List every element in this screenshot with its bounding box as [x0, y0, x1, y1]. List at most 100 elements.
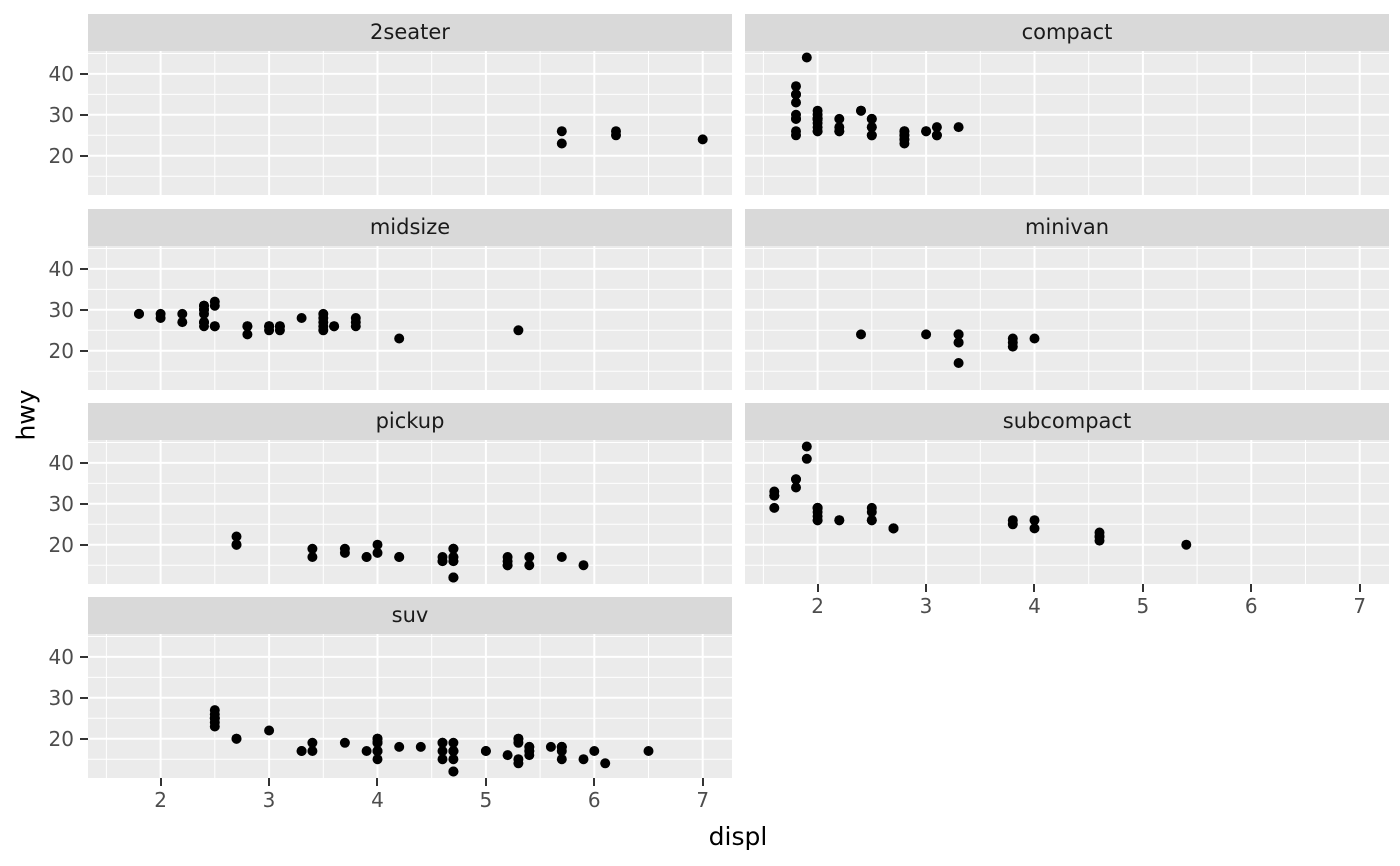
x-axis-tick [1250, 584, 1253, 592]
data-point [437, 754, 448, 765]
data-point [448, 766, 459, 777]
data-point [953, 358, 964, 368]
data-point [953, 122, 964, 133]
y-tick-label: 20 [48, 143, 74, 168]
data-point [1029, 333, 1040, 344]
facet-strip-label: 2seater [370, 20, 450, 44]
panel-background [88, 634, 732, 778]
y-axis-tick [80, 113, 88, 116]
data-point [231, 539, 242, 550]
y-axis-tick [80, 308, 88, 311]
data-point [307, 737, 318, 748]
facet-strip-label: minivan [1024, 215, 1110, 239]
facet-midsize: midsize [88, 209, 732, 390]
data-point [556, 754, 567, 765]
data-point [866, 515, 877, 526]
facet-strip: minivan [745, 209, 1389, 246]
y-tick-label: 30 [48, 685, 74, 710]
y-axis-tick [80, 267, 88, 270]
data-point [318, 325, 329, 336]
facet-strip: subcompact [745, 403, 1389, 440]
data-point [921, 126, 932, 137]
data-point [242, 321, 253, 332]
data-point [834, 122, 845, 133]
y-tick-label: 40 [48, 256, 74, 281]
x-axis-tick [925, 584, 928, 592]
data-point [600, 758, 611, 769]
data-point [769, 490, 780, 501]
facet-subcompact: subcompact [745, 403, 1389, 584]
data-point [1181, 539, 1192, 550]
x-tick-label: 7 [1353, 594, 1367, 618]
data-point [545, 741, 556, 752]
data-point [513, 758, 524, 769]
x-axis-tick [816, 584, 819, 592]
x-axis-tick [593, 778, 596, 786]
data-point [1007, 519, 1018, 530]
facet-pickup: pickup [88, 403, 732, 584]
data-point [307, 552, 318, 562]
data-point [339, 547, 350, 558]
y-axis-tick [80, 737, 88, 740]
data-point [578, 754, 589, 765]
panel-background [745, 246, 1389, 390]
data-point [264, 321, 275, 332]
data-point [155, 308, 166, 319]
facet-strip-label: compact [1021, 20, 1113, 44]
data-point [589, 746, 600, 756]
x-tick-label: 5 [479, 788, 493, 812]
data-point [1029, 515, 1040, 526]
data-point [812, 126, 823, 137]
data-point [231, 531, 242, 542]
y-axis-tick [80, 461, 88, 464]
data-point [866, 130, 877, 141]
x-axis-tick [484, 778, 487, 786]
y-axis-tick [80, 154, 88, 157]
data-point [643, 746, 654, 756]
facet-strip-label: suv [391, 603, 429, 627]
data-point [199, 308, 209, 319]
data-point [866, 122, 877, 133]
data-point [921, 329, 932, 340]
data-point [524, 741, 535, 752]
data-point [556, 138, 567, 149]
facet-strip-label: pickup [375, 409, 445, 433]
data-point [791, 109, 801, 120]
data-point [1007, 333, 1018, 344]
data-point [556, 741, 567, 752]
x-axis-tick [159, 778, 162, 786]
y-tick-label: 30 [48, 102, 74, 127]
data-point [856, 329, 866, 340]
data-point [209, 296, 220, 307]
data-point [209, 721, 220, 732]
panel-background [88, 246, 732, 390]
data-point [394, 333, 405, 344]
data-point [437, 746, 448, 756]
data-point [524, 750, 535, 761]
data-point [791, 97, 801, 108]
y-axis-tick [80, 543, 88, 546]
x-tick-label: 4 [1028, 594, 1041, 618]
x-tick-label: 6 [587, 788, 601, 812]
data-point [177, 317, 188, 328]
x-axis-tick [701, 778, 704, 786]
data-point [448, 543, 459, 554]
x-axis-title: displ [708, 822, 768, 851]
y-axis-tick [80, 72, 88, 75]
data-point [856, 105, 866, 116]
data-point [1094, 531, 1105, 542]
data-point [448, 572, 459, 583]
data-point [199, 300, 209, 311]
data-point [556, 552, 567, 562]
y-tick-label: 30 [48, 297, 74, 322]
data-point [801, 52, 812, 63]
x-tick-label: 6 [1244, 594, 1258, 618]
panel-background [88, 440, 732, 584]
x-tick-label: 7 [696, 788, 710, 812]
data-point [801, 453, 812, 464]
data-point [296, 746, 307, 756]
facet-plot-area [745, 246, 1389, 390]
x-tick-label: 2 [154, 788, 167, 812]
data-point [361, 746, 372, 756]
